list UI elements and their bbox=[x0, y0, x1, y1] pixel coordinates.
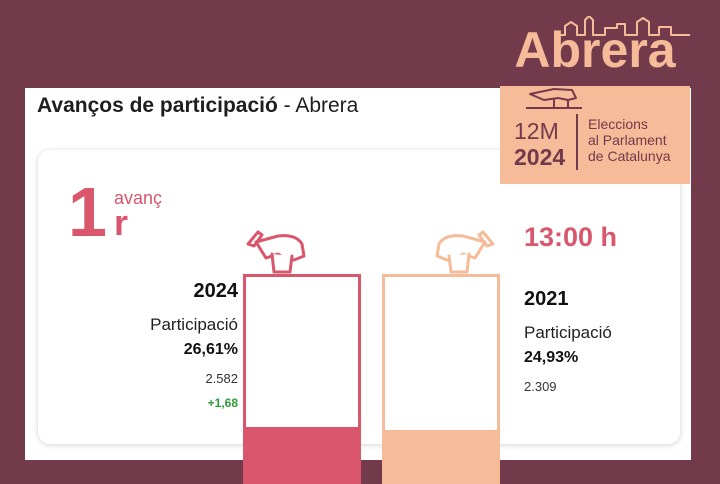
page-title-separator: - bbox=[277, 94, 296, 117]
badge-line-1: Eleccions bbox=[588, 116, 648, 132]
current-participation-label: Participació bbox=[150, 315, 238, 334]
ballot-hand-icon bbox=[435, 230, 495, 274]
previous-year: 2021 bbox=[524, 288, 569, 310]
previous-stats: 2021 Participació 24,93% 2.309 bbox=[524, 288, 674, 394]
ballot-box-icon bbox=[526, 88, 582, 109]
badge-date: 12M bbox=[514, 118, 559, 144]
advance-word: avanç bbox=[114, 188, 163, 208]
page-title-place: Abrera bbox=[295, 94, 359, 117]
advance-number: 1 bbox=[68, 173, 107, 251]
current-votes: 2.582 bbox=[205, 371, 238, 386]
participation-card: 1 avanç r 2024 Participació 26,61% 2.582… bbox=[38, 150, 680, 484]
badge-line-2: al Parlament bbox=[588, 132, 667, 148]
urn-current-fill bbox=[246, 426, 358, 481]
urn-current bbox=[243, 274, 361, 484]
page-title: Avanços de participació - Abrera bbox=[37, 94, 358, 118]
city-logo-text: Abrera bbox=[514, 22, 676, 78]
badge-divider bbox=[576, 114, 578, 170]
advance-time: 13:00 h bbox=[524, 222, 618, 252]
badge-year: 2024 bbox=[514, 144, 566, 170]
urn-previous-fill bbox=[385, 430, 497, 481]
previous-participation-label: Participació bbox=[524, 323, 612, 342]
ballot-hand-icon bbox=[246, 230, 306, 274]
city-skyline-icon bbox=[555, 16, 690, 36]
current-stats: 2024 Participació 26,61% 2.582 +1,68 bbox=[68, 280, 238, 410]
previous-votes: 2.309 bbox=[524, 379, 557, 394]
difference-badge: +1,68 bbox=[207, 396, 238, 410]
current-year: 2024 bbox=[193, 280, 239, 302]
current-percent: 26,61% bbox=[183, 341, 238, 358]
page-title-main: Avanços de participació bbox=[37, 94, 278, 117]
previous-percent: 24,93% bbox=[524, 349, 579, 366]
badge-line-3: de Catalunya bbox=[588, 148, 671, 164]
urn-previous bbox=[382, 274, 500, 484]
badge-election-name: Eleccions al Parlament de Catalunya bbox=[588, 116, 671, 164]
advance-ordinal: r bbox=[114, 202, 129, 243]
election-badge: 12M 2024 Eleccions al Parlament de Catal… bbox=[500, 86, 690, 184]
